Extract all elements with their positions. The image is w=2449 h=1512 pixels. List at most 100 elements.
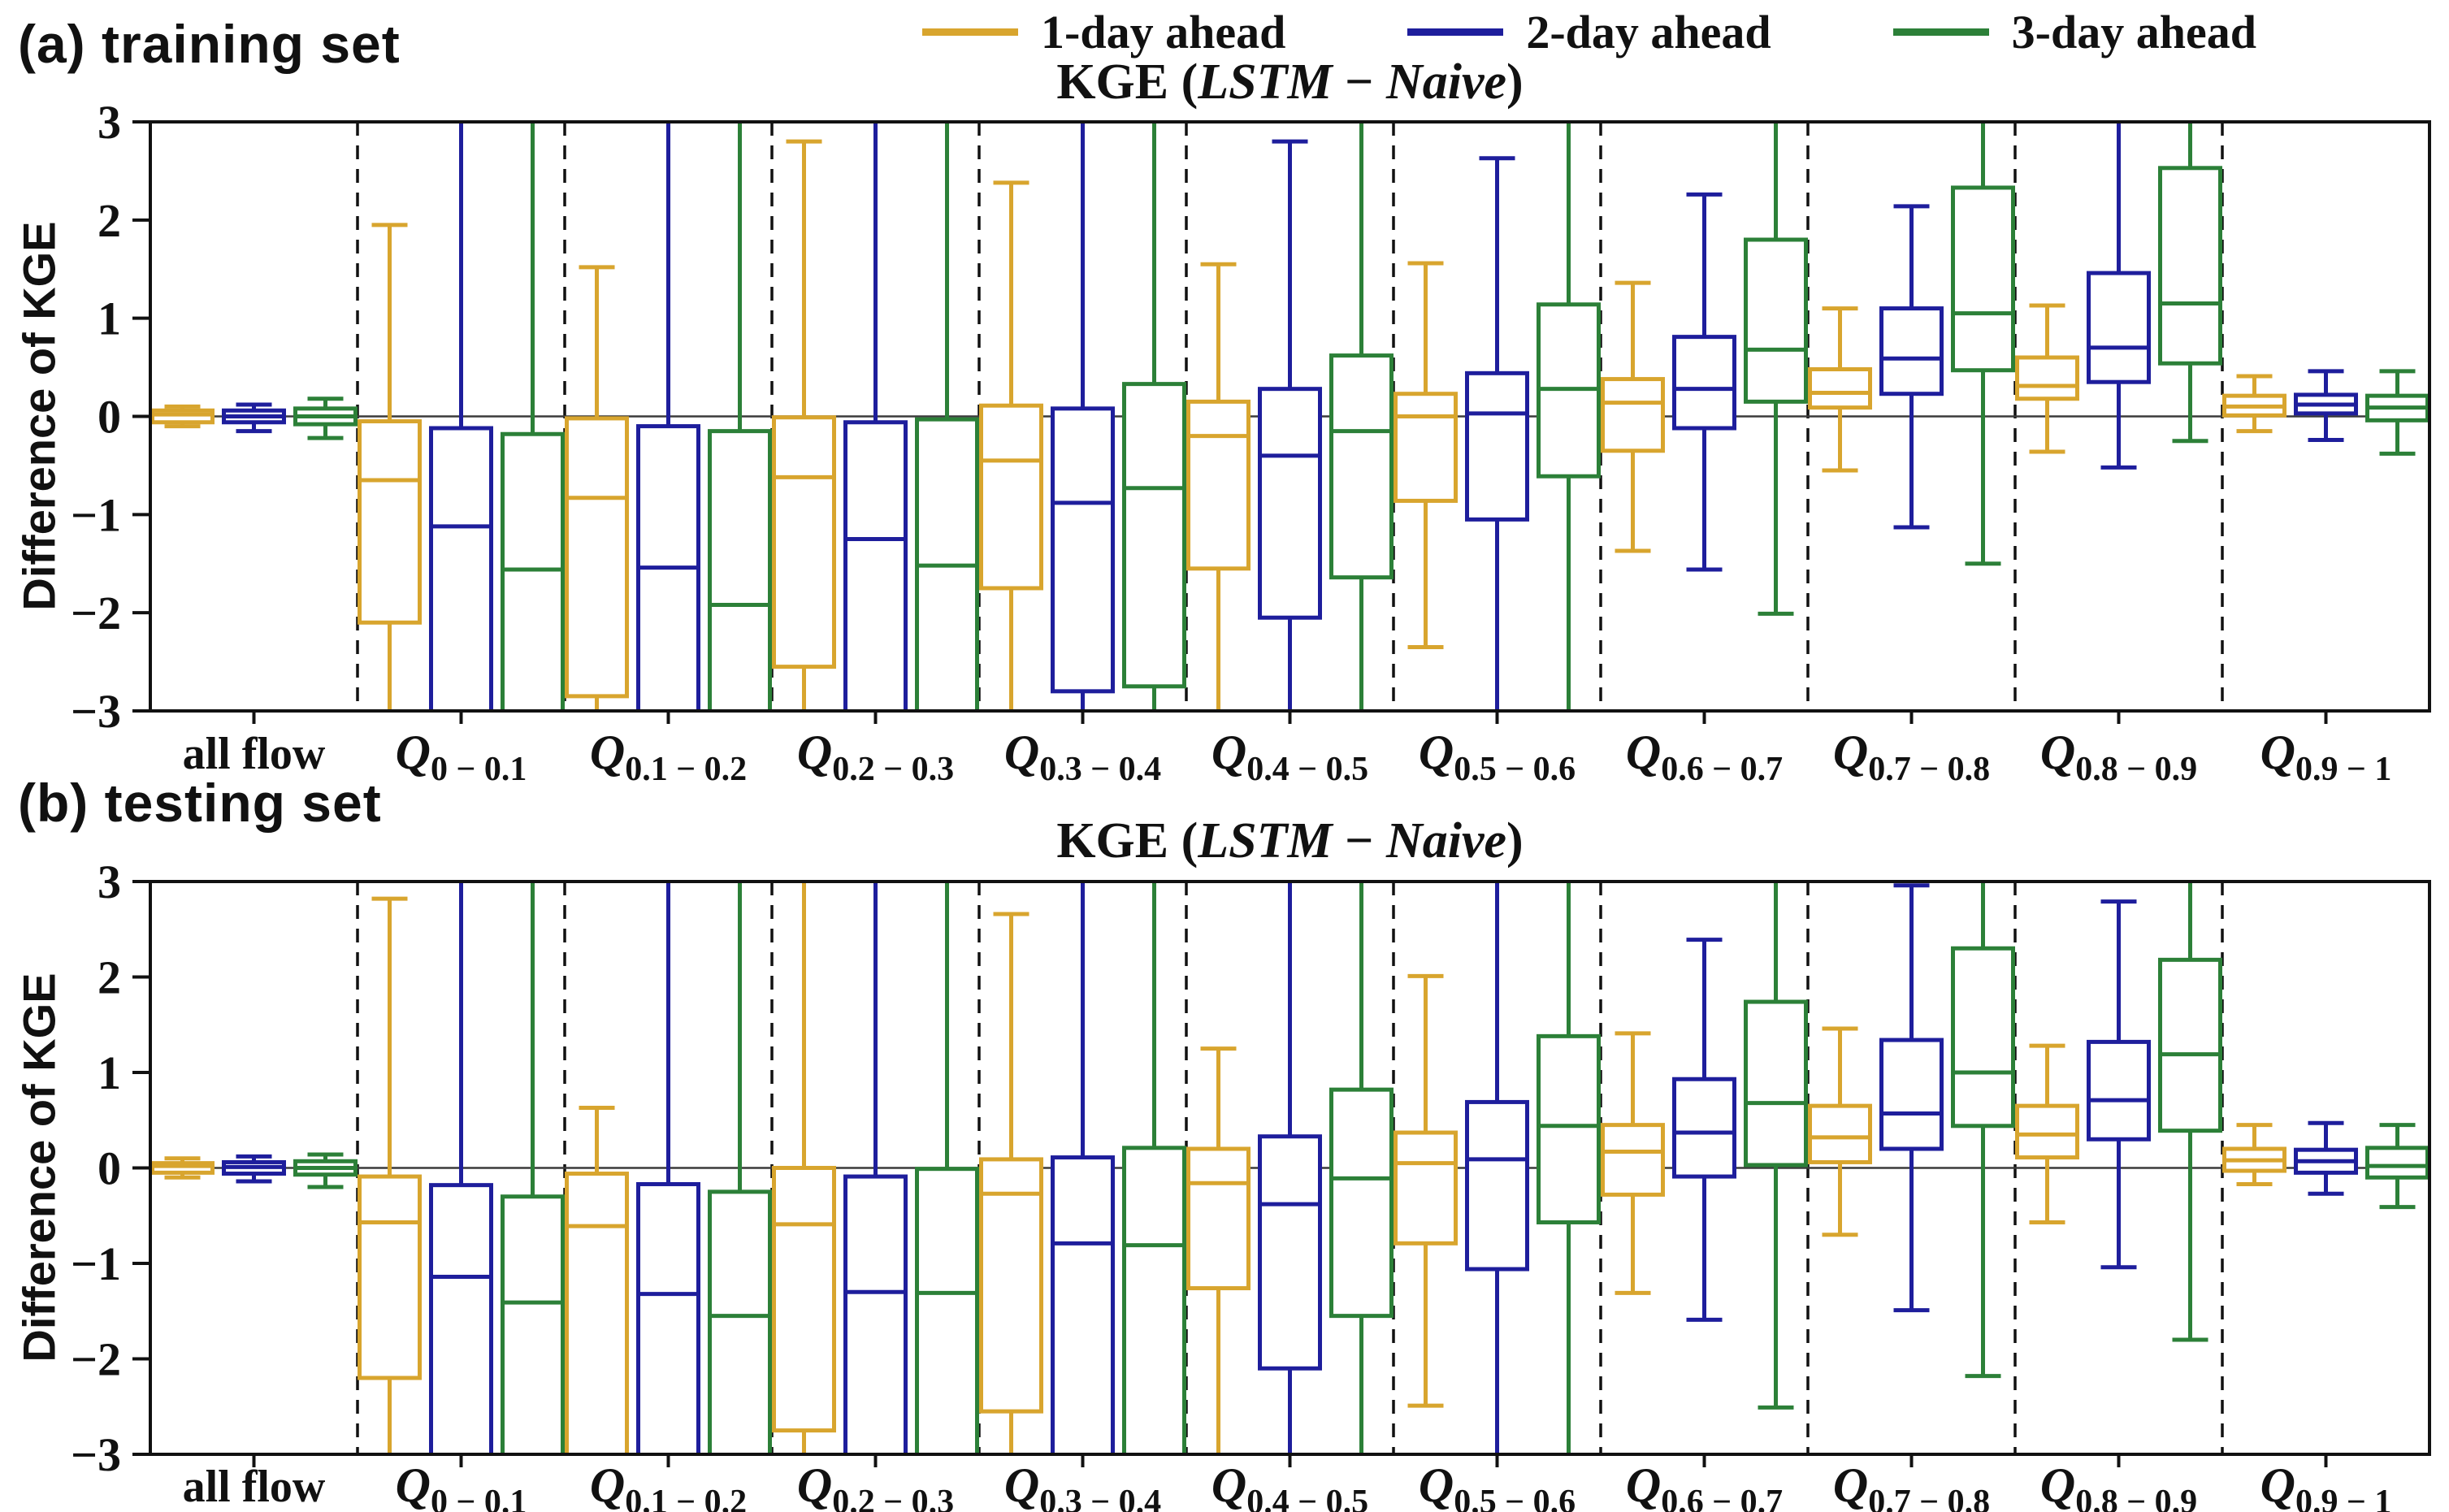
x-category-label: Q0 − 0.1 [396, 726, 527, 788]
box-2-day ahead-cat8 [1879, 204, 1944, 530]
box-1-day ahead-cat10 [2222, 374, 2286, 434]
box-1-day ahead-cat7 [1601, 280, 1665, 553]
box-1-day ahead-cat1 [358, 896, 422, 1454]
box-3-day ahead-cat5 [1329, 882, 1394, 1454]
iqr-box [358, 419, 422, 625]
iqr-box [1394, 392, 1458, 503]
box-1-day ahead-cat8 [1808, 306, 1872, 473]
panel-a: 3 2 1 0 −1 −2 −3 all flow Q0 − 0.1 Q0.1 − 0.2 Q0.2… [71, 96, 2431, 788]
x-category-label: Q0.9 − 1 [2260, 1458, 2392, 1512]
box-1-day ahead-cat6 [1394, 261, 1458, 649]
box-3-day ahead-cat0 [293, 1152, 358, 1189]
x-category-label: Q0 − 0.1 [396, 1458, 527, 1512]
iqr-box [1951, 946, 2015, 1129]
box-2-day ahead-cat2 [636, 122, 700, 711]
box-2-day ahead-cat1 [429, 882, 493, 1454]
legend: 1-day ahead 2-day ahead 3-day ahead [922, 5, 2256, 59]
iqr-box [915, 417, 979, 711]
y-tick-label: −2 [71, 1333, 121, 1386]
box-1-day ahead-cat4 [979, 180, 1043, 711]
box-2-day ahead-cat5 [1258, 139, 1322, 711]
box-3-day ahead-cat4 [1122, 122, 1186, 711]
box-1-day ahead-cat8 [1808, 1026, 1872, 1237]
iqr-box [2158, 166, 2222, 366]
y-tick-label: −3 [71, 685, 121, 738]
iqr-box [843, 1174, 908, 1454]
iqr-box [565, 416, 629, 699]
iqr-box [2087, 271, 2151, 384]
iqr-box [2158, 957, 2222, 1133]
y-tick-label: −2 [71, 587, 121, 639]
box-2-day ahead-cat5 [1258, 882, 1322, 1454]
legend-item-3-day: 3-day ahead [1892, 5, 2256, 59]
box-2-day ahead-cat0 [222, 1154, 286, 1184]
iqr-box [429, 1183, 493, 1454]
box-3-day ahead-cat5 [1329, 122, 1394, 711]
box-3-day ahead-cat1 [501, 882, 565, 1454]
x-category-label: Q0.2 − 0.3 [797, 1458, 954, 1512]
box-3-day ahead-cat2 [708, 122, 772, 711]
iqr-box [708, 429, 772, 711]
iqr-box [1258, 1134, 1322, 1371]
iqr-box [1122, 382, 1186, 689]
iqr-box [501, 431, 565, 711]
iqr-box [1951, 185, 2015, 373]
panel-a-title: KGE (LSTM − Naive) [1056, 54, 1524, 110]
iqr-box [772, 1166, 836, 1433]
iqr-box [1879, 1038, 1944, 1151]
iqr-box [1329, 353, 1394, 580]
box-3-day ahead-cat3 [915, 882, 979, 1454]
box-3-day ahead-cat10 [2365, 1123, 2429, 1210]
y-tick-label: 1 [98, 1046, 121, 1099]
box-2-day ahead-cat7 [1672, 192, 1736, 572]
box-1-day ahead-cat9 [2015, 303, 2079, 454]
legend-item-2-day: 2-day ahead [1407, 5, 1771, 59]
x-category-label: all flow [183, 729, 326, 779]
box-2-day ahead-cat7 [1672, 938, 1736, 1322]
iqr-box [2365, 1146, 2429, 1180]
box-1-day ahead-cat0 [150, 1156, 215, 1180]
box-2-day ahead-cat9 [2087, 122, 2151, 470]
x-category-label: Q0.5 − 0.6 [1419, 1458, 1576, 1512]
iqr-box [1051, 1155, 1115, 1454]
box-2-day ahead-cat3 [843, 882, 908, 1454]
x-category-label: Q0.6 − 0.7 [1626, 726, 1783, 788]
box-1-day ahead-cat10 [2222, 1123, 2286, 1186]
box-1-day ahead-cat3 [772, 139, 836, 711]
box-1-day ahead-cat0 [150, 404, 215, 429]
iqr-box [843, 420, 908, 711]
iqr-box [2015, 355, 2079, 401]
iqr-box [1186, 399, 1251, 571]
iqr-box [429, 426, 493, 711]
x-category-label: all flow [183, 1462, 326, 1512]
iqr-box [1672, 1077, 1736, 1179]
box-2-day ahead-cat6 [1465, 156, 1529, 711]
iqr-box [565, 1172, 629, 1454]
box-1-day ahead-cat5 [1186, 262, 1251, 711]
x-category-label: Q0.3 − 0.4 [1004, 1458, 1161, 1512]
y-tick-label: 2 [98, 194, 121, 247]
box-1-day ahead-cat1 [358, 223, 422, 711]
x-category-label: Q0.1 − 0.2 [590, 1458, 747, 1512]
iqr-box [915, 1167, 979, 1454]
y-tick-label: −1 [71, 488, 121, 541]
iqr-box [1672, 335, 1736, 431]
iqr-box [636, 1181, 700, 1454]
box-1-day ahead-cat7 [1601, 1031, 1665, 1295]
legend-item-1-day: 1-day ahead [922, 5, 1285, 59]
iqr-box [1744, 237, 1808, 404]
y-tick-label: −3 [71, 1428, 121, 1481]
box-3-day ahead-cat1 [501, 122, 565, 711]
iqr-box [1122, 1146, 1186, 1454]
x-category-label: Q0.4 − 0.5 [1211, 726, 1368, 788]
box-3-day ahead-cat3 [915, 122, 979, 711]
iqr-box [1601, 1123, 1665, 1197]
x-category-label: Q0.8 − 0.9 [2040, 726, 2197, 788]
iqr-box [1601, 377, 1665, 453]
x-category-label: Q0.7 − 0.8 [1833, 726, 1990, 788]
box-1-day ahead-cat2 [565, 1105, 629, 1454]
iqr-box [1394, 1130, 1458, 1246]
box-3-day ahead-cat8 [1951, 122, 2015, 566]
iqr-box [1186, 1146, 1251, 1291]
